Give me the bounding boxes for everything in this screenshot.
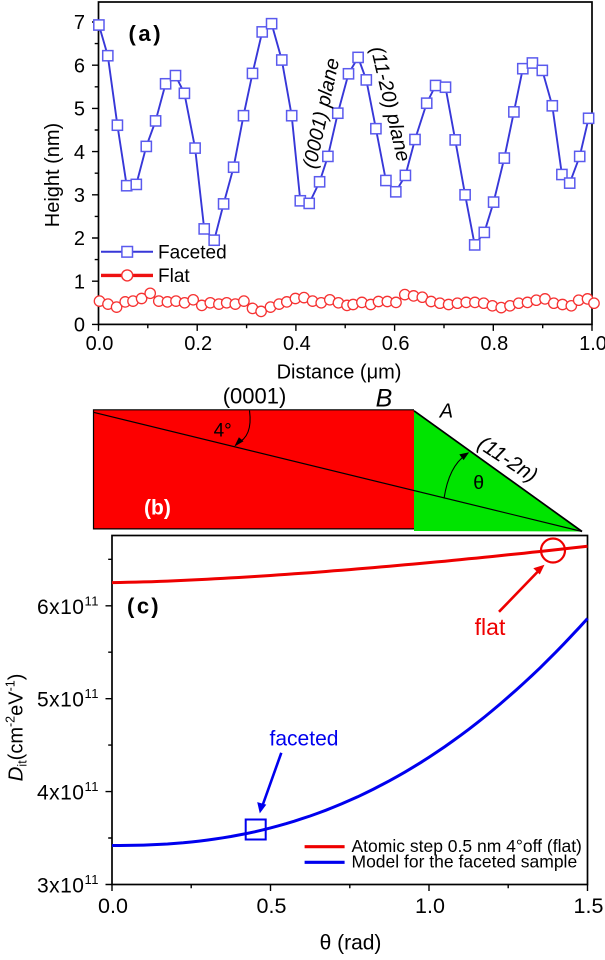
svg-text:(0001): (0001) xyxy=(223,384,287,409)
svg-text:5: 5 xyxy=(74,99,85,121)
svg-text:Dit(cm-2eV-1): Dit(cm-2eV-1) xyxy=(4,674,30,782)
svg-text:0.2: 0.2 xyxy=(184,333,212,355)
svg-text:4: 4 xyxy=(74,142,85,164)
svg-text:faceted: faceted xyxy=(270,728,339,751)
svg-text:(b): (b) xyxy=(144,497,171,520)
svg-text:(c): (c) xyxy=(127,594,159,619)
svg-text:Height (nm): Height (nm) xyxy=(42,123,64,227)
svg-text:7: 7 xyxy=(74,12,85,34)
svg-text:1.0: 1.0 xyxy=(579,333,605,355)
svg-text:0.0: 0.0 xyxy=(86,333,114,355)
svg-text:0.8: 0.8 xyxy=(480,333,508,355)
svg-text:Model for the faceted sample: Model for the faceted sample xyxy=(352,852,578,872)
svg-text:Distance (μm): Distance (μm) xyxy=(277,362,402,384)
svg-text:2: 2 xyxy=(74,228,85,250)
svg-text:0.4: 0.4 xyxy=(283,333,311,355)
svg-text:4°: 4° xyxy=(214,421,232,442)
svg-text:1: 1 xyxy=(74,271,85,293)
svg-text:flat: flat xyxy=(475,614,506,640)
svg-text:0.6: 0.6 xyxy=(382,333,410,355)
svg-text:B: B xyxy=(376,384,393,412)
svg-text:A: A xyxy=(439,401,453,423)
svg-text:1.5: 1.5 xyxy=(574,894,604,918)
svg-text:0: 0 xyxy=(74,315,85,337)
svg-text:0.5: 0.5 xyxy=(257,894,287,918)
svg-text:Flat: Flat xyxy=(158,266,190,287)
svg-text:Atomic step 0.5 nm 4°off (flat: Atomic step 0.5 nm 4°off (flat) xyxy=(352,836,582,856)
svg-text:3: 3 xyxy=(74,185,85,207)
svg-text:(a): (a) xyxy=(129,21,161,46)
svg-text:θ: θ xyxy=(473,472,484,494)
svg-text:1.0: 1.0 xyxy=(415,894,445,918)
svg-text:Faceted: Faceted xyxy=(158,242,227,263)
svg-text:6: 6 xyxy=(74,55,85,77)
svg-text:θ (rad): θ (rad) xyxy=(320,932,382,955)
svg-text:0.0: 0.0 xyxy=(98,894,128,918)
